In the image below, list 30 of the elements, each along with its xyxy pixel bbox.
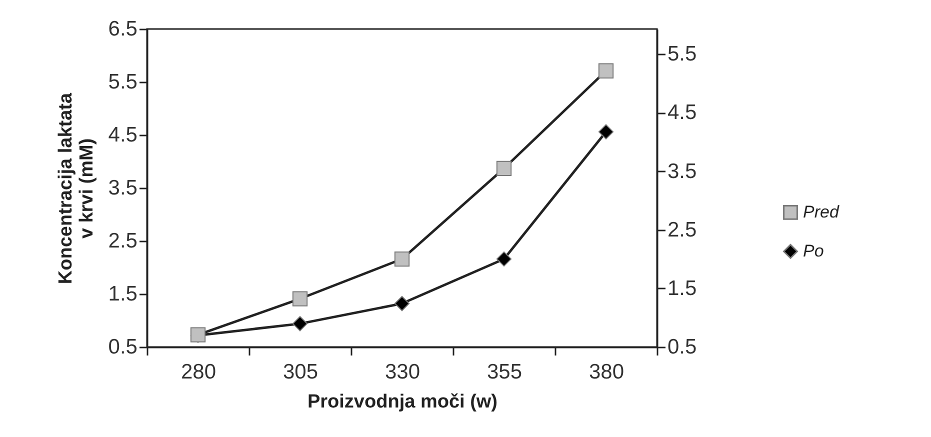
x-tick-label: 380 (588, 360, 624, 384)
point (598, 124, 614, 140)
y2-tick-label: 2.5 (668, 218, 697, 242)
y-tick-label: 3.5 (108, 176, 138, 200)
y-tick-label: 2.5 (108, 230, 138, 252)
y-tick-label: 6.5 (108, 18, 138, 40)
y2-tick-label: 5.5 (668, 42, 697, 66)
point (292, 316, 308, 332)
x-tick-label: 280 (180, 360, 216, 384)
point (496, 160, 512, 176)
y-tick-label: 0.5 (108, 336, 138, 358)
y-tick-label: 4.5 (108, 124, 138, 146)
point (598, 63, 614, 78)
point (394, 296, 410, 312)
legend-label: Po (803, 241, 824, 260)
x-tick-label: 330 (384, 360, 420, 384)
y2-tick-label: 4.5 (668, 101, 697, 124)
legend-label: Pred (803, 202, 840, 222)
y-tick-label: 5.5 (108, 70, 138, 94)
x-tick-label: 355 (486, 360, 522, 384)
y-axis-title: Koncentracija laktata v krvi (mM) (55, 92, 98, 284)
point (394, 251, 410, 267)
x-axis-title: Proizvodnja moči (w) (307, 392, 498, 412)
y2-tick-label: 0.5 (668, 336, 697, 358)
y2-tick-label: 1.5 (668, 276, 697, 300)
y2-tick-label: 3.5 (668, 160, 697, 183)
point (496, 251, 512, 267)
x-tick-label: 305 (282, 360, 318, 384)
y-tick-label: 1.5 (108, 282, 138, 306)
point (292, 291, 308, 306)
